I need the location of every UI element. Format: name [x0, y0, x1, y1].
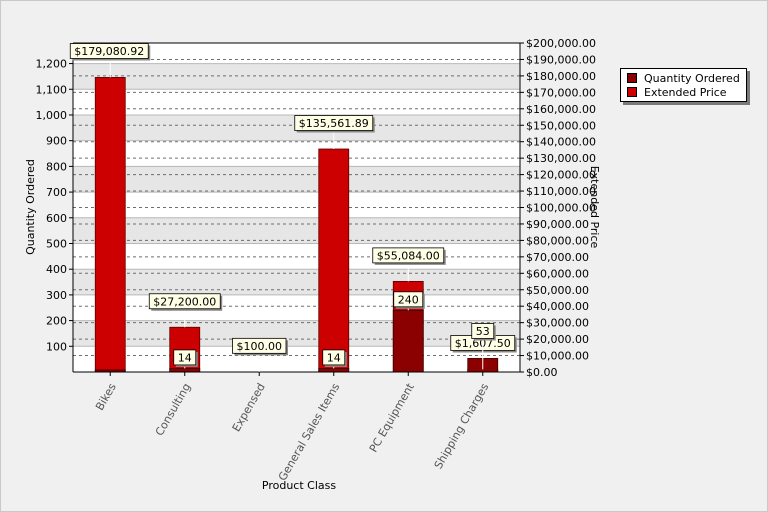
y-axis-title: Quantity Ordered [24, 159, 37, 255]
data-label-extended-price-pc-equipment: $55,084.00 [372, 247, 446, 282]
data-labels: $179,080.92 $27,200.00 $100.00 $135,561.89 $… [69, 43, 517, 372]
gridlines [73, 42, 520, 357]
data-label-extended-price-bikes: $179,080.92 [69, 43, 151, 78]
plot-band [73, 320, 520, 347]
y2-tick-label: $130,000.00 [526, 152, 596, 165]
y2-tick-label: $40,000.00 [526, 300, 589, 313]
y2-axis-title: Extended Price [588, 166, 601, 249]
x-tick-label-general-sales-items: General Sales Items [276, 381, 343, 483]
plot-band [73, 217, 520, 244]
x-tick-label-consulting: Consulting [153, 381, 193, 438]
y-tick-label: 300 [46, 289, 67, 302]
y2-tick-label: $70,000.00 [526, 251, 589, 264]
data-label-quantity-general-sales-items: 14 [322, 349, 347, 369]
data-label-quantity-consulting: 14 [173, 349, 198, 369]
data-label-box [294, 115, 374, 131]
y2-tick-label: $0.00 [526, 366, 558, 379]
x-tick-label-shipping-charges: Shipping Charges [432, 381, 492, 471]
y2-tick-label: $160,000.00 [526, 103, 596, 116]
data-label-box [232, 337, 287, 354]
y2-tick-label: $60,000.00 [526, 267, 589, 280]
y-tick-label: 700 [46, 186, 67, 199]
y2-tick-label: $150,000.00 [526, 119, 596, 132]
y2-tick-label: $10,000.00 [526, 350, 589, 363]
legend-label-extended-price: Extended Price [644, 85, 727, 99]
y-tick-label: 600 [46, 212, 67, 225]
data-label-text: $27,200.00 [153, 295, 216, 308]
legend-label-quantity: Quantity Ordered [644, 71, 740, 85]
plot-band [73, 166, 520, 193]
data-label-text: $100.00 [237, 340, 283, 353]
y2-tick-label: $180,000.00 [526, 70, 596, 83]
y2-tick-label: $120,000.00 [526, 169, 596, 182]
data-label-extended-price-expensed: $100.00 [232, 337, 288, 372]
data-label-box [173, 349, 197, 366]
legend-swatch-extended-price [627, 87, 637, 97]
bars [94, 77, 499, 373]
data-label-box [322, 349, 346, 366]
data-label-quantity-pc-equipment: 240 [393, 291, 425, 311]
legend-item-quantity: Quantity Ordered [627, 71, 740, 85]
y-tick-label: 200 [46, 315, 67, 328]
y2-tick-label: $80,000.00 [526, 234, 589, 247]
y2-tick-label: $50,000.00 [526, 284, 589, 297]
axes: 100 200 300 400 500 600 700 800 900 1,000 1,100 1,2… [36, 37, 596, 483]
y-tick-label: 400 [46, 263, 67, 276]
data-label-text: $179,080.92 [74, 45, 144, 58]
y-tick-label: 1,000 [36, 109, 68, 122]
y-tick-label: 100 [46, 340, 67, 353]
plot-band [73, 63, 520, 90]
y-tick-label: 1,200 [36, 58, 68, 71]
data-label-text: 14 [327, 351, 341, 364]
y-tick-label: 500 [46, 237, 67, 250]
bar-extended-price-general-sales-items [318, 148, 350, 373]
y-tick-label: 800 [46, 160, 67, 173]
x-axis-title: Product Class [262, 479, 336, 492]
x-tick-label-pc-equipment: PC Equipment [367, 380, 417, 454]
bar-quantity-general-sales-items [318, 368, 350, 373]
legend: Quantity Ordered Extended Price [620, 68, 747, 102]
legend-swatch-quantity [627, 73, 637, 83]
y2-tick-label: $200,000.00 [526, 37, 596, 50]
data-label-extended-price-consulting: $27,200.00 [148, 293, 223, 328]
bar-extended-price-bikes [94, 77, 126, 373]
x-tick-label-expensed: Expensed [230, 381, 268, 434]
data-label-box [148, 293, 221, 310]
y-tick-label: 1,100 [36, 83, 68, 96]
y2-tick-label: $20,000.00 [526, 333, 589, 346]
y2-tick-label: $100,000.00 [526, 202, 596, 215]
y2-tick-label: $30,000.00 [526, 317, 589, 330]
data-label-extended-price-general-sales-items: $135,561.89 [294, 115, 375, 150]
data-label-box [471, 323, 495, 339]
data-label-text: 240 [398, 293, 419, 306]
bar-quantity-consulting [169, 368, 201, 373]
data-label-quantity-shipping-charges: 53 [471, 323, 496, 359]
data-label-box [393, 291, 424, 308]
y2-tick-label: $170,000.00 [526, 86, 596, 99]
y-tick-label: 900 [46, 135, 67, 148]
bar-quantity-pc-equipment [392, 309, 424, 373]
data-label-box [69, 43, 149, 59]
x-tick-label-bikes: Bikes [93, 381, 119, 413]
data-label-text: $135,561.89 [299, 117, 369, 130]
y2-tick-label: $110,000.00 [526, 185, 596, 198]
y2-tick-label: $90,000.00 [526, 218, 589, 231]
y2-tick-label: $140,000.00 [526, 136, 596, 149]
data-label-text: 53 [476, 325, 490, 338]
legend-item-extended-price: Extended Price [627, 85, 740, 99]
y2-tick-label: $190,000.00 [526, 53, 596, 66]
data-label-text: 14 [178, 351, 192, 364]
data-label-text: $55,084.00 [377, 249, 440, 262]
data-label-box [372, 247, 445, 264]
